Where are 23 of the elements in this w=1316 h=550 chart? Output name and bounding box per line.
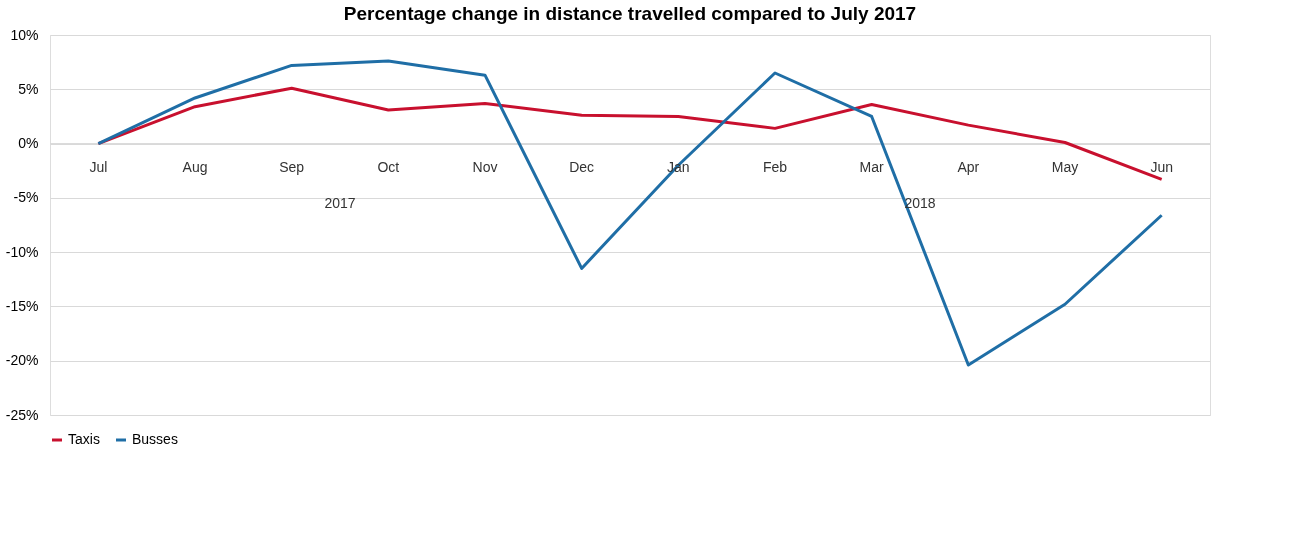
x-tick-label: Apr <box>957 158 980 175</box>
x-tick-label: Feb <box>762 158 788 175</box>
y-tick-label: -15% <box>5 297 39 314</box>
y-tick-label: 10% <box>10 26 39 43</box>
chart-title: Percentage change in distance travelled compared to July 2017 <box>343 3 917 24</box>
x-tick-label: Sep <box>279 158 305 175</box>
legend-label: Busses <box>132 431 178 447</box>
x-tick-label: Mar <box>859 158 885 175</box>
x-tick-label: Jul <box>89 158 108 175</box>
x-tick-label: May <box>1051 158 1079 175</box>
y-tick-label: -5% <box>13 189 39 206</box>
x-tick-label: Aug <box>182 158 208 175</box>
annotation: 2017 <box>324 194 356 211</box>
y-tick-label: 5% <box>18 80 39 97</box>
y-tick-label: -10% <box>5 243 39 260</box>
y-tick-label: -25% <box>5 406 39 423</box>
x-tick-label: Nov <box>472 158 498 175</box>
x-tick-label: Jun <box>1150 158 1173 175</box>
y-tick-label: -20% <box>5 352 39 369</box>
x-tick-label: Dec <box>569 158 595 175</box>
legend-label: Taxis <box>68 431 100 447</box>
x-tick-label: Oct <box>377 158 400 175</box>
y-tick-label: 0% <box>18 135 39 152</box>
